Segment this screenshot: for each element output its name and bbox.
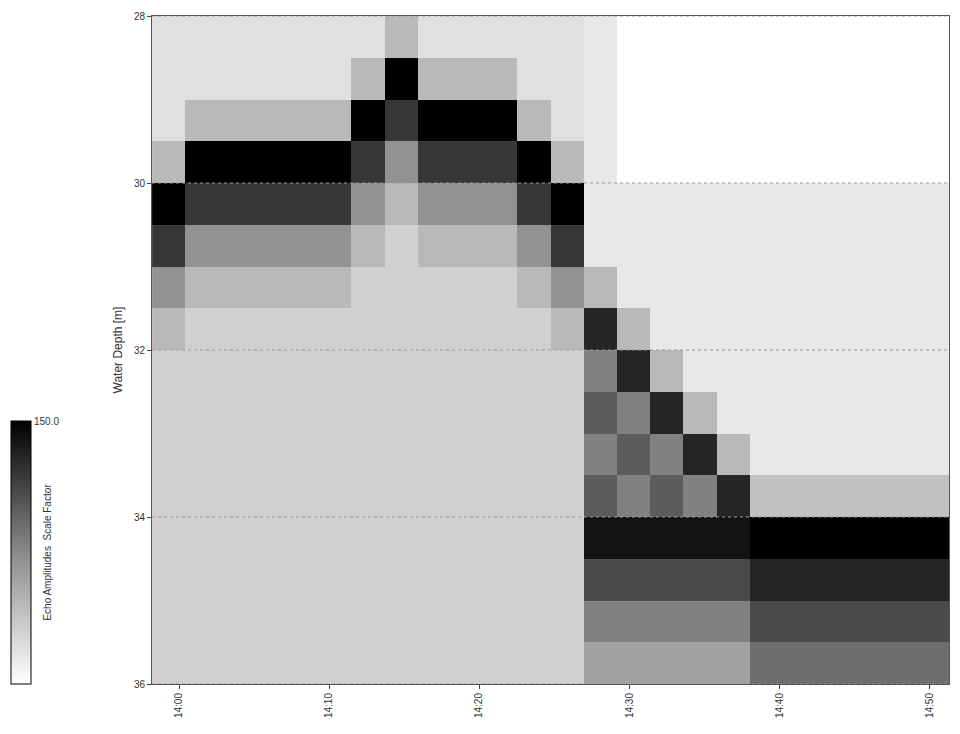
svg-text:Echo Amplitudes Scale Factor: Echo Amplitudes Scale Factor [42, 484, 53, 621]
svg-text:150.0: 150.0 [34, 416, 59, 427]
svg-text:14:00: 14:00 [173, 693, 184, 718]
svg-text:30: 30 [134, 178, 146, 189]
svg-text:14:20: 14:20 [473, 693, 484, 718]
svg-text:36: 36 [134, 679, 146, 690]
svg-text:14:50: 14:50 [924, 693, 935, 718]
svg-text:28: 28 [134, 11, 146, 22]
svg-text:14:10: 14:10 [323, 693, 334, 718]
svg-text:34: 34 [134, 512, 146, 523]
svg-text:14:30: 14:30 [624, 693, 635, 718]
svg-text:14:40: 14:40 [774, 693, 785, 718]
svg-text:32: 32 [134, 345, 146, 356]
svg-text:Water Depth [m]: Water Depth [m] [111, 307, 125, 394]
